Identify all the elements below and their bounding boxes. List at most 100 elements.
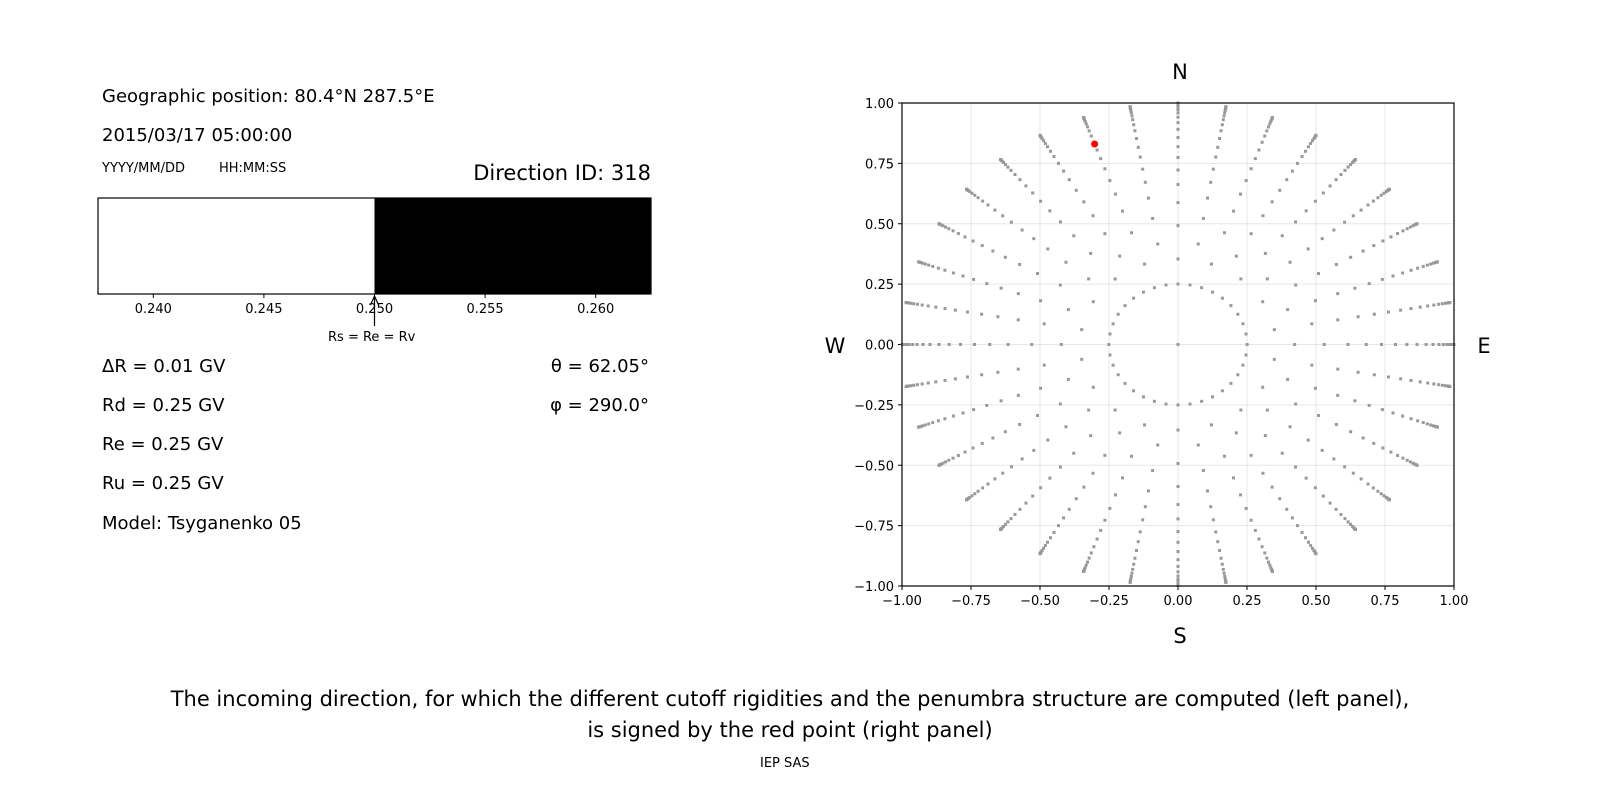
direction-point [1006,343,1010,346]
direction-point [1239,493,1243,497]
direction-point [1257,148,1261,152]
direction-point [1048,476,1052,480]
direction-point [1265,408,1269,412]
direction-point [1336,318,1340,322]
direction-point [996,370,1000,374]
direction-point [915,343,919,346]
direction-point [1389,235,1393,239]
direction-point [1263,134,1267,138]
direction-point [1176,517,1180,521]
direction-point [1268,122,1272,126]
direction-point [972,277,976,281]
direction-point [1209,180,1213,184]
direction-point [1108,179,1112,183]
direction-point [1176,403,1180,407]
direction-point [1249,453,1253,457]
compass-north: N [1172,60,1188,84]
direction-point [1263,251,1267,255]
direction-point [956,232,960,236]
direction-point [1441,343,1445,346]
direction-point [1001,214,1005,218]
direction-point [1245,343,1249,346]
direction-point [1416,266,1420,270]
direction-point [1260,545,1264,549]
direction-point [1435,260,1439,264]
direction-point [1316,272,1320,276]
direction-point [1379,193,1383,197]
direction-point [973,343,977,346]
direction-point [1253,157,1257,161]
direction-point [1056,161,1060,165]
direction-point [1361,436,1365,440]
direction-point [1123,381,1127,385]
direction-point [1176,343,1180,346]
direction-point [1009,465,1013,469]
direction-point [1042,363,1046,367]
direction-point [1379,492,1383,496]
direction-point [1211,518,1215,522]
x-tick-label: −0.25 [1089,594,1129,609]
direction-point [1346,520,1350,524]
direction-point [1372,312,1376,316]
direction-point [1083,566,1087,570]
direction-point [1220,562,1224,566]
direction-point [999,399,1003,403]
direction-point [1138,530,1142,534]
direction-point [1128,580,1132,584]
direction-point [1043,544,1047,548]
direction-point [1009,168,1013,172]
direction-point [951,229,955,233]
direction-point [1141,167,1145,171]
direction-point [1396,232,1400,236]
direction-point [1241,363,1245,367]
direction-point [993,208,997,212]
direction-point [944,225,948,229]
direction-point [1089,251,1093,255]
direction-point [1164,283,1168,287]
direction-point [1288,425,1292,429]
direction-point [1072,451,1076,455]
direction-point [1006,520,1010,524]
direction-point [1359,208,1363,212]
direction-point [1046,247,1050,251]
direction-point [1039,299,1043,303]
direction-point [1249,518,1253,522]
direction-point [904,384,908,388]
direction-point [936,419,940,423]
direction-point [951,271,955,275]
direction-point [986,482,990,486]
direction-point [1431,343,1435,346]
direction-point [1118,431,1122,435]
direction-point [1042,546,1046,550]
direction-point [1176,570,1180,574]
direction-point [1224,105,1228,109]
direction-point [909,384,913,388]
direction-point [1116,312,1120,316]
direction-point [1066,308,1070,312]
direction-point [1039,199,1043,203]
direction-point [943,307,947,311]
direction-point [1046,145,1050,149]
direction-point [1349,255,1353,259]
direction-point [1108,332,1112,336]
direction-point [1099,528,1103,532]
x-tick-label: 0.260 [577,302,614,317]
direction-point [1042,322,1046,326]
direction-point [1156,443,1160,447]
direction-point [1244,332,1248,336]
direction-point [1223,108,1227,112]
direction-point [1244,179,1248,183]
direction-point [1176,145,1180,149]
direction-point [1176,105,1180,109]
direction-point [963,450,967,454]
direction-point [1367,403,1371,407]
direction-point [1134,137,1138,141]
direction-point [1270,116,1274,120]
direction-point [1018,178,1022,182]
direction-point [1294,465,1298,469]
direction-point [1405,343,1409,346]
direction-point [1241,322,1245,326]
direction-point [1353,527,1357,531]
direction-point [928,343,932,346]
direction-point [1269,566,1273,570]
